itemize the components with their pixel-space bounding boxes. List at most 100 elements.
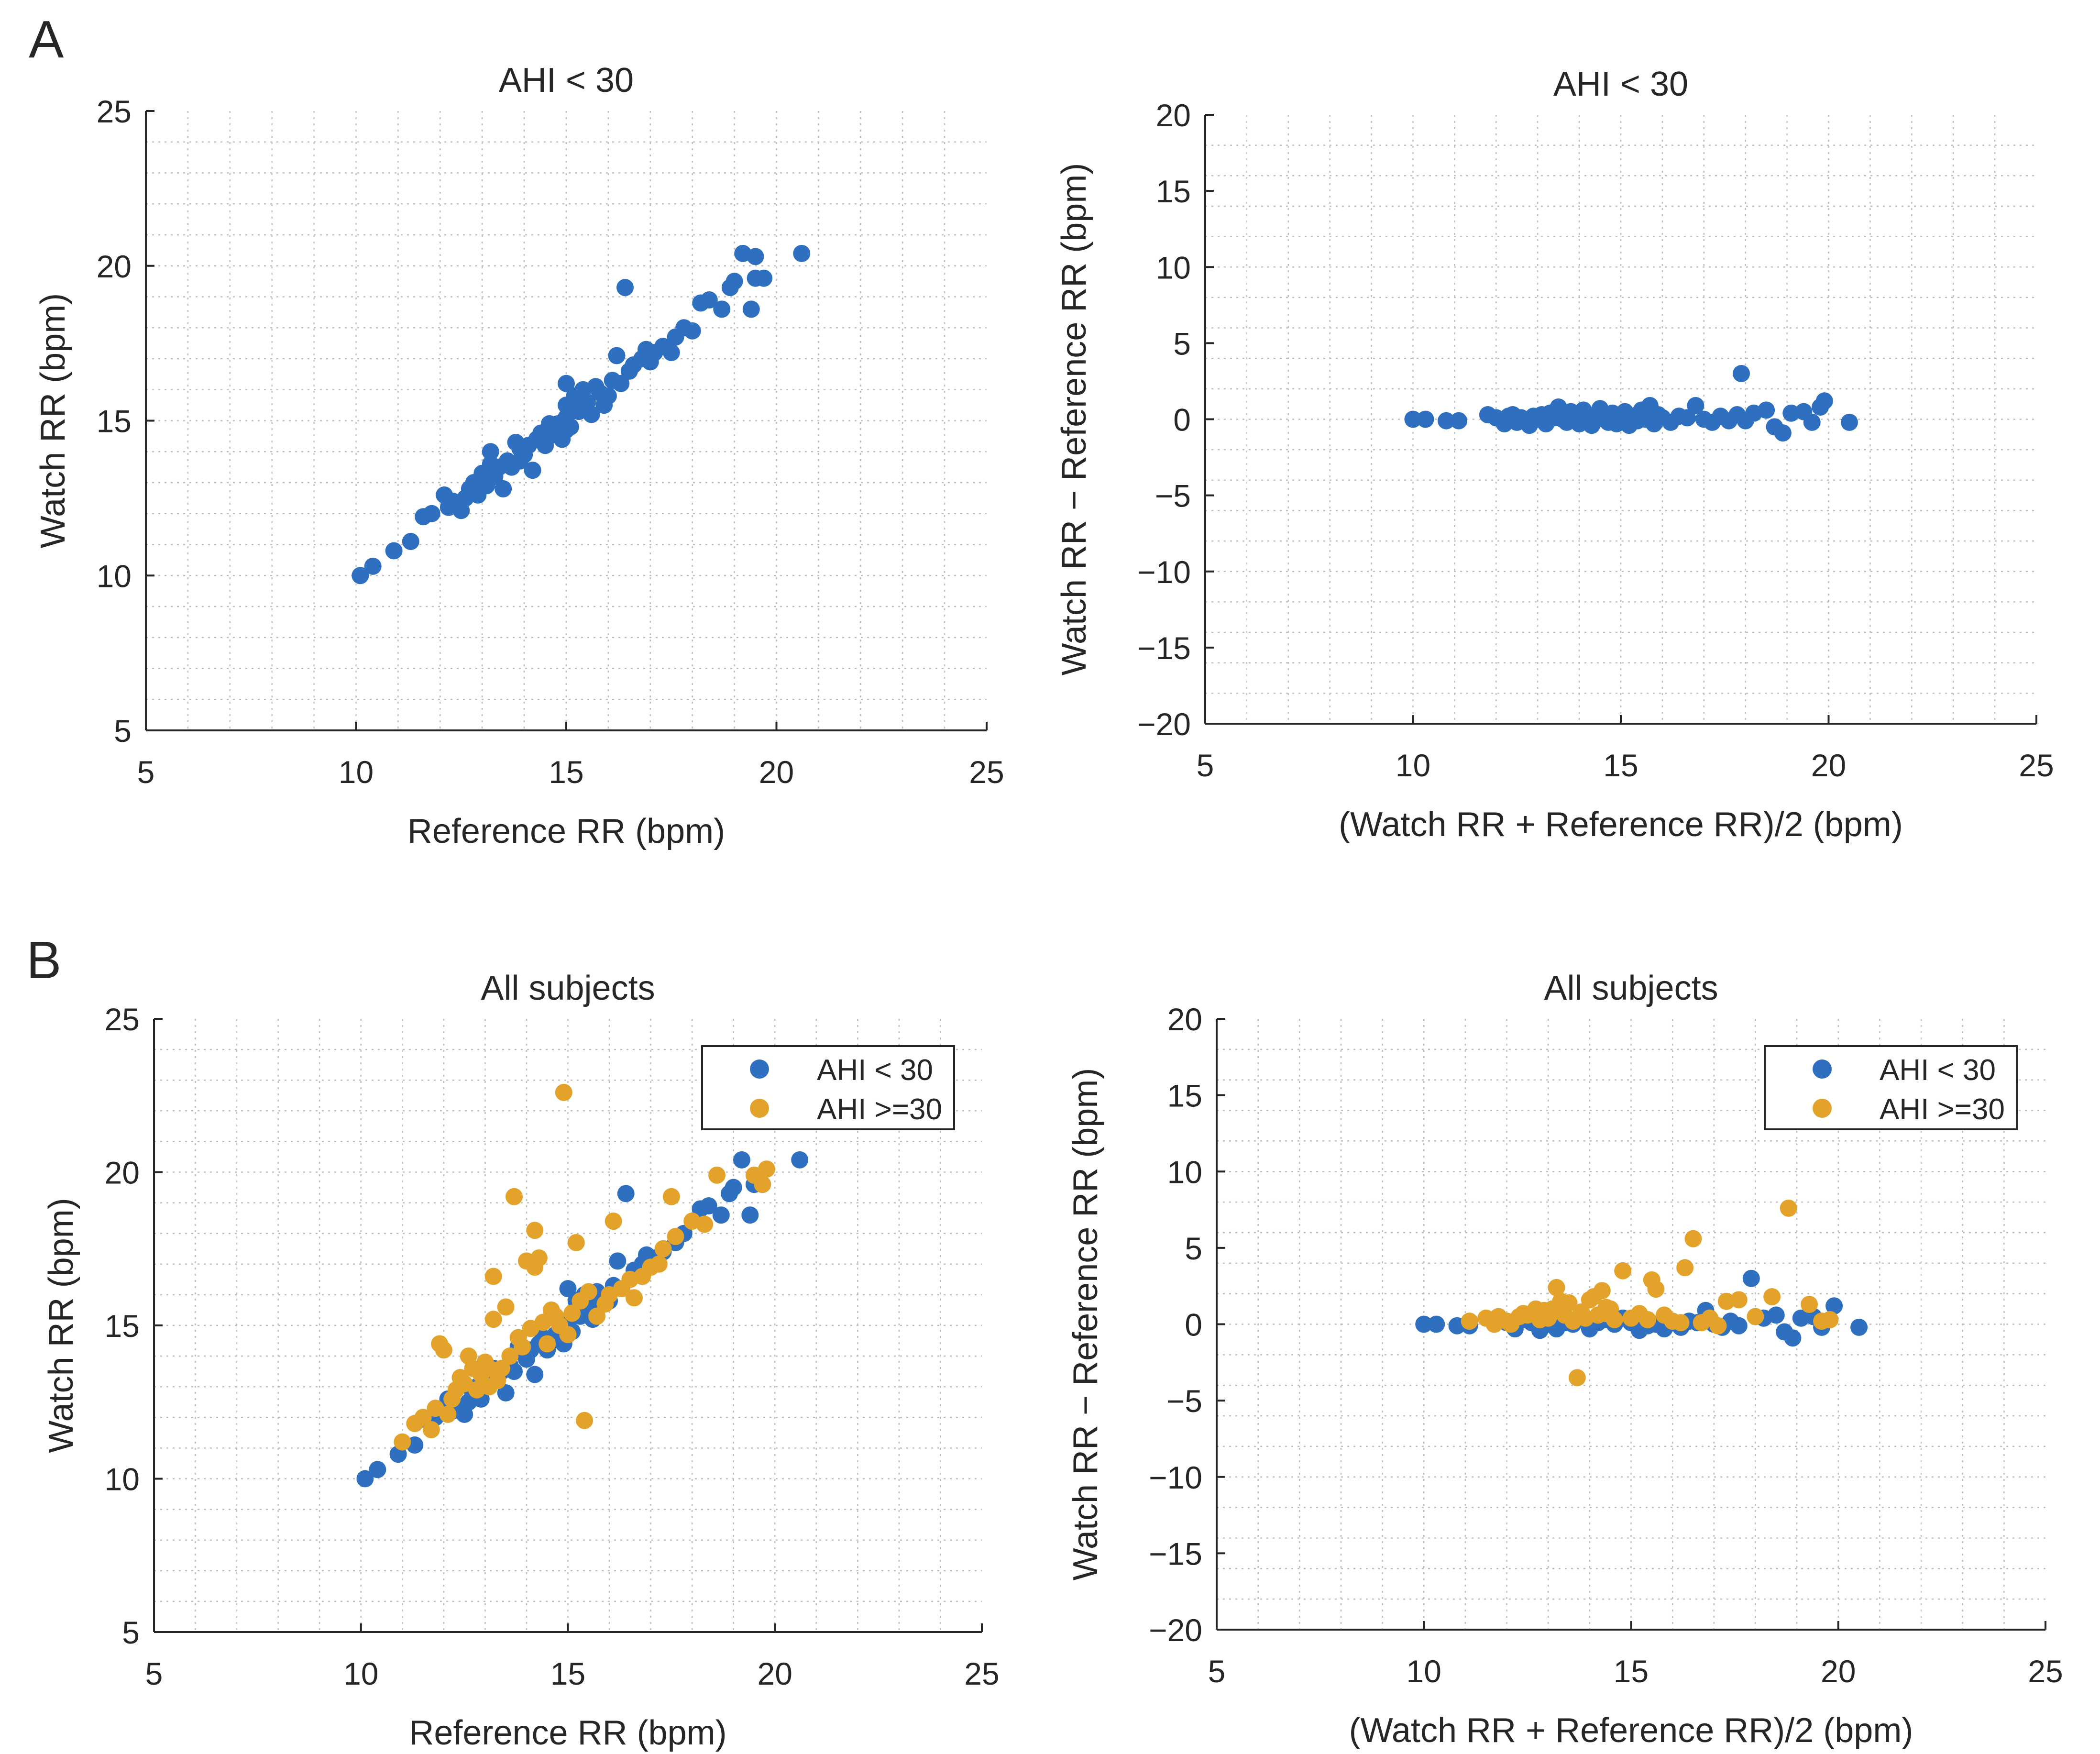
scatter-point [559, 1280, 577, 1298]
scatter-point [650, 1255, 668, 1273]
scatter-point [1742, 1269, 1760, 1287]
scatter-point [708, 1166, 726, 1184]
scatter-point [1568, 1369, 1586, 1387]
scatter-point [700, 291, 718, 309]
scatter-point [747, 248, 764, 265]
scatter-point [612, 375, 630, 392]
scatter-point [385, 542, 403, 560]
panel-label-b: B [26, 931, 61, 990]
scatter-point [713, 300, 731, 318]
scatter-point [608, 347, 626, 364]
scatter-point [364, 557, 382, 575]
scatter-point [1815, 392, 1833, 410]
legend-marker [1813, 1099, 1832, 1118]
scatter-point [1784, 1329, 1802, 1347]
y-tick-label: 10 [97, 558, 132, 594]
scatter-point [1548, 1279, 1565, 1296]
scatter-point [712, 1206, 730, 1224]
x-axis-label: (Watch RR + Reference RR)/2 (bpm) [1339, 805, 1903, 844]
y-tick-label: 5 [122, 1615, 140, 1650]
scatter-point [482, 443, 499, 461]
scatter-point [793, 244, 811, 262]
legend-entry-label: AHI < 30 [817, 1054, 933, 1087]
scatter-point [1628, 406, 1646, 423]
scatter-point [1608, 410, 1626, 428]
scatter-point [662, 1188, 680, 1205]
y-tick-label: −5 [1155, 478, 1191, 514]
scatter-point [524, 462, 541, 479]
y-tick-label: −15 [1149, 1536, 1202, 1571]
scatter-point [576, 1412, 594, 1429]
x-axis-label: (Watch RR + Reference RR)/2 (bpm) [1349, 1711, 1913, 1750]
y-tick-label: 20 [1156, 98, 1191, 133]
scatter-point [1404, 410, 1422, 428]
y-tick-label: 15 [1156, 174, 1191, 209]
y-axis-label: Watch RR − Reference RR (bpm) [1066, 1068, 1105, 1581]
y-tick-label: 15 [105, 1308, 140, 1344]
x-tick-label: 25 [969, 754, 1004, 790]
x-tick-label: 10 [1396, 748, 1430, 783]
scatter-point [495, 480, 512, 497]
scatter-point [501, 1347, 519, 1365]
scatter-point [588, 1307, 606, 1325]
y-tick-label: 25 [105, 1002, 140, 1037]
y-tick-label: 20 [105, 1155, 140, 1191]
scatter-point [423, 505, 440, 522]
scatter-point [662, 344, 680, 362]
scatter-point [526, 1366, 544, 1383]
scatter-point [558, 375, 575, 392]
scatter-point [422, 1421, 440, 1438]
scatter-point [1450, 412, 1468, 430]
series-ahi-30 [1404, 365, 1858, 442]
scatter-point [1428, 1315, 1445, 1333]
scatter-point [1560, 1294, 1578, 1312]
x-tick-label: 10 [1407, 1654, 1441, 1689]
scatter-point [484, 1268, 502, 1285]
y-tick-label: −15 [1137, 630, 1191, 666]
scatter-point [558, 421, 575, 439]
scatter-point [758, 1160, 775, 1178]
scatter-point [497, 1298, 515, 1316]
scatter-point [443, 1390, 461, 1408]
series-ahi-30 [394, 1083, 775, 1451]
legend-marker [750, 1059, 769, 1079]
scatter-point [1801, 1295, 1818, 1313]
y-axis-label: Watch RR (bpm) [42, 1198, 80, 1453]
scatter-point [369, 1461, 386, 1478]
scatter-point [733, 1151, 751, 1169]
scatter-point [755, 269, 773, 287]
scatter-point [1461, 1313, 1478, 1330]
legend: AHI < 30 AHI >=30 [1764, 1045, 2018, 1130]
scatter-point [1782, 404, 1800, 422]
scatter-point [555, 1083, 572, 1101]
scatter-point [481, 1359, 498, 1377]
scatter-point [444, 492, 462, 510]
chart-b-right: 5 10 15 20 25 −20 −15 −10 −5 0 5 10 15 20 All subjects… [1066, 969, 2063, 1750]
chart-title: All subjects [481, 969, 655, 1007]
y-tick-label: 15 [1167, 1078, 1202, 1114]
x-tick-label: 15 [1603, 748, 1638, 783]
x-tick-label: 10 [343, 1656, 378, 1691]
scatter-point [1684, 1230, 1702, 1247]
legend-entry-label: AHI >=30 [817, 1093, 942, 1126]
series-ahi-30 [356, 1151, 809, 1488]
chart-a-left: 5 10 15 20 25 5 10 15 20 25 AHI < 30 Reference RR (… [34, 61, 1004, 850]
scatter-point [583, 406, 600, 423]
scatter-point [599, 387, 617, 405]
scatter-point [696, 1215, 714, 1233]
x-tick-label: 5 [1208, 1654, 1226, 1689]
scatter-point [1438, 412, 1455, 430]
scatter-point [700, 1197, 717, 1215]
scatter-point [1733, 365, 1750, 383]
chart-title: AHI < 30 [499, 61, 634, 99]
legend-box [701, 1045, 955, 1130]
scatter-point [439, 1405, 457, 1423]
legend-entry-label: AHI < 30 [1880, 1054, 1996, 1087]
legend-entry-label: AHI >=30 [1880, 1093, 2005, 1126]
scatter-point [683, 322, 701, 340]
y-tick-label: 5 [114, 713, 132, 749]
scatter-point [559, 1326, 577, 1344]
chart-title: All subjects [1544, 969, 1718, 1007]
scatter-point [435, 1341, 452, 1359]
scatter-point [484, 1311, 502, 1328]
